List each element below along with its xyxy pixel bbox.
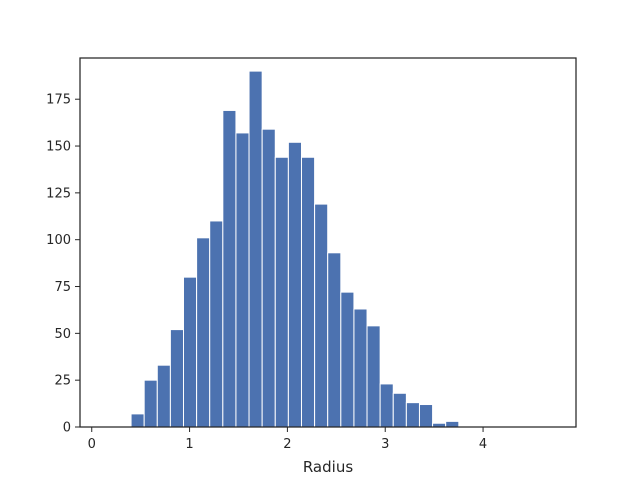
x-axis-label: Radius [303, 458, 353, 476]
x-tick-label: 2 [283, 437, 291, 452]
histogram-bar [340, 291, 355, 428]
histogram-bar [235, 132, 250, 428]
histogram-bar [314, 203, 329, 428]
histogram-bar [445, 420, 460, 428]
histogram-bar [379, 383, 394, 428]
histogram-bar [405, 402, 420, 428]
y-tick-label: 125 [46, 186, 71, 201]
y-tick-label: 150 [46, 140, 71, 155]
y-tick-label: 100 [46, 233, 71, 248]
y-tick-label: 50 [54, 327, 71, 342]
y-axis-ticks: 0 25 50 75 100 125 150 175 [46, 93, 80, 436]
histogram-bar [392, 392, 407, 428]
x-axis-ticks: 0 1 2 3 4 [88, 427, 487, 452]
x-tick-label: 0 [88, 437, 96, 452]
histogram-bar [353, 308, 368, 428]
histogram-bar [366, 325, 381, 428]
histogram-bar [183, 276, 198, 428]
histogram-bar [274, 156, 289, 428]
x-tick-label: 1 [185, 437, 193, 452]
histogram-bar [143, 379, 158, 428]
y-tick-label: 175 [46, 93, 71, 108]
histogram-bar [327, 252, 342, 428]
histogram-bar [287, 141, 302, 428]
y-tick-label: 0 [63, 421, 71, 436]
bars-group [130, 70, 460, 428]
y-tick-label: 75 [54, 280, 71, 295]
histogram-bar [196, 237, 211, 428]
x-tick-label: 4 [479, 437, 487, 452]
x-tick-label: 3 [381, 437, 389, 452]
histogram-bar [209, 220, 224, 428]
y-tick-label: 25 [54, 374, 71, 389]
histogram-bar [169, 329, 185, 428]
histogram-bar [300, 156, 316, 428]
histogram-bar [130, 413, 145, 428]
histogram-bar [261, 128, 276, 428]
histogram-bar [156, 364, 171, 428]
histogram-bar [418, 404, 434, 428]
histogram-bar [248, 70, 263, 428]
plot-frame [79, 57, 577, 428]
histogram-bar [222, 109, 237, 428]
